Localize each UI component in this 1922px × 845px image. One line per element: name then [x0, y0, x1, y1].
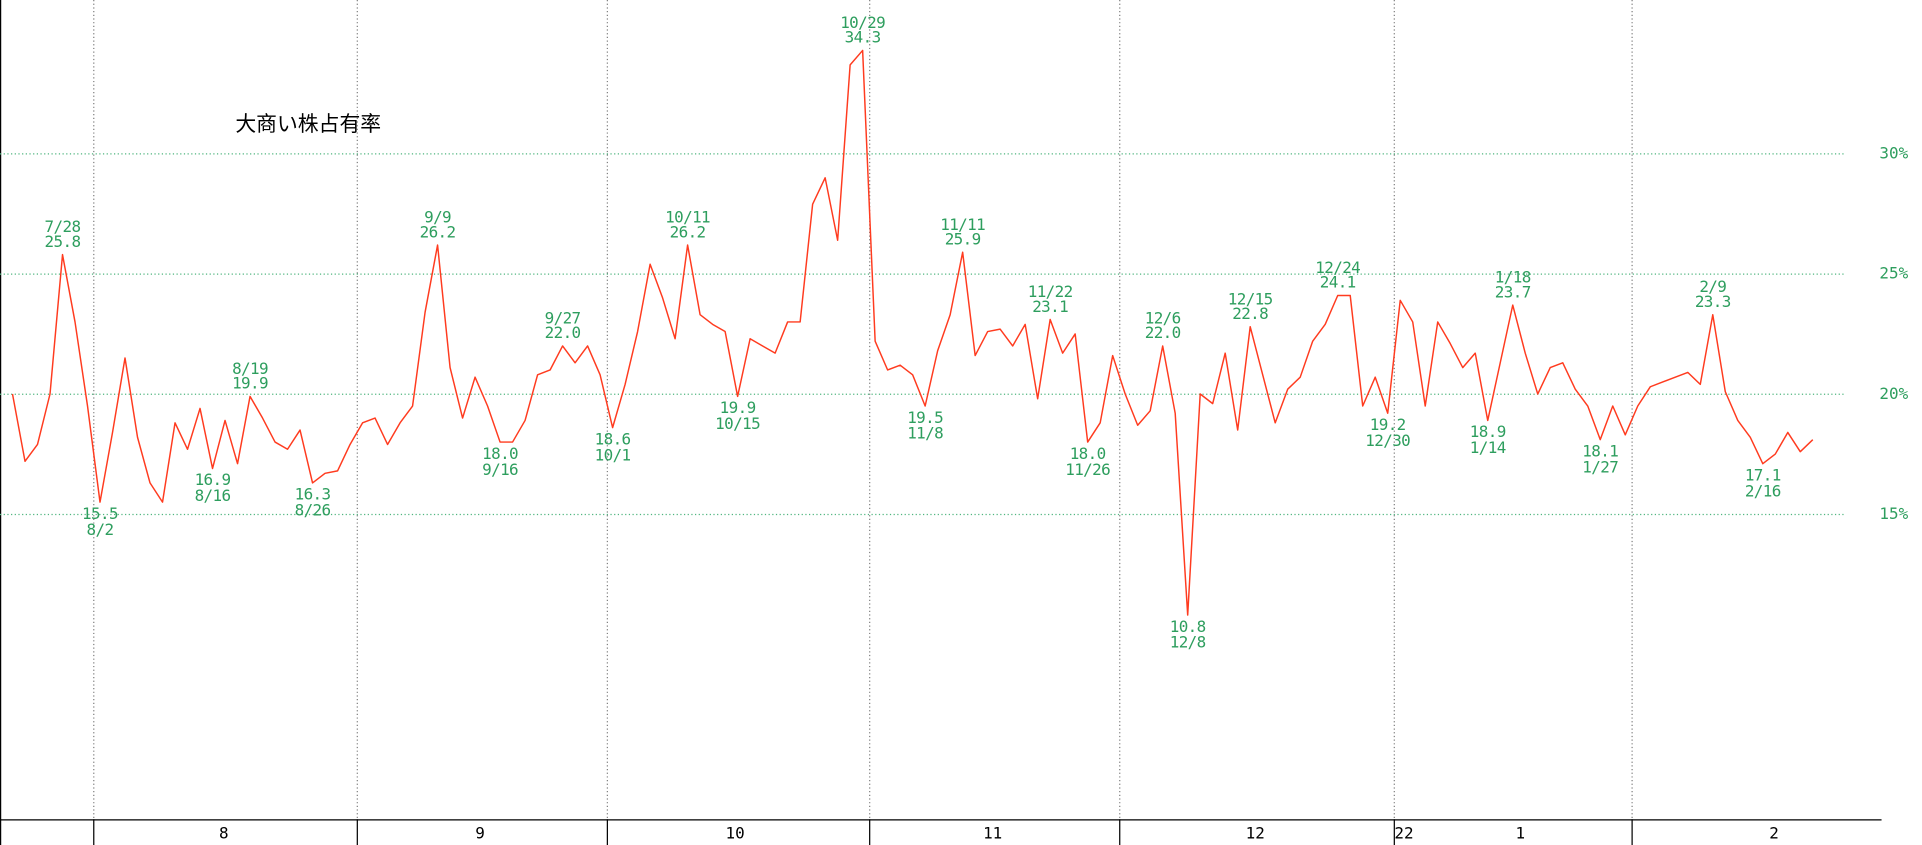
annotation-value: 18.6	[595, 429, 631, 448]
annotation-date: 1/27	[1582, 457, 1618, 476]
annotation-value: 17.1	[1745, 465, 1781, 484]
annotation-date: 1/18	[1495, 268, 1531, 287]
annotation-value: 16.9	[195, 470, 231, 489]
annotation-value: 10.8	[1170, 617, 1206, 636]
annotation-value: 19.5	[907, 408, 943, 427]
annotation-date: 11/11	[940, 215, 985, 234]
y-tick-label: 30%	[1879, 143, 1908, 162]
annotation-date: 10/15	[715, 414, 760, 433]
y-tick-label: 15%	[1879, 504, 1908, 523]
annotation-date: 12/8	[1170, 633, 1206, 652]
annotation-value: 19.2	[1370, 415, 1406, 434]
line	[11, 49, 1814, 616]
annotation-value: 25.9	[945, 229, 981, 248]
annotation-value: 22.0	[1145, 323, 1181, 342]
annotation-value: 22.8	[1232, 304, 1268, 323]
annotation-value: 24.1	[1320, 273, 1356, 292]
annotation-date: 11/22	[1028, 282, 1073, 301]
annotation-date: 8/26	[295, 501, 331, 520]
annotation-date: 1/14	[1470, 438, 1506, 457]
annotation-value: 18.0	[1070, 444, 1106, 463]
annotation-date: 2/9	[1699, 277, 1726, 296]
annotation-value: 26.2	[670, 222, 706, 241]
annotation-value: 23.1	[1032, 297, 1068, 316]
annotation-value: 19.9	[232, 374, 268, 393]
x-tick-label: 22	[1394, 823, 1413, 842]
annotation-value: 18.1	[1582, 441, 1618, 460]
x-tick-label: 11	[983, 823, 1002, 842]
annotation-value: 18.9	[1470, 422, 1506, 441]
annotation-value: 23.7	[1495, 282, 1531, 301]
annotation-value: 16.3	[295, 485, 331, 504]
annotation-date: 9/27	[545, 308, 581, 327]
annotation-date: 12/24	[1315, 258, 1360, 277]
annotation-date: 11/26	[1065, 460, 1110, 479]
annotation-date: 9/9	[424, 208, 451, 227]
x-tick-label: 2	[1769, 823, 1779, 842]
annotation-date: 11/8	[907, 424, 943, 443]
annotation-value: 18.0	[482, 444, 518, 463]
annotation-value: 26.2	[420, 222, 456, 241]
annotation-date: 2/16	[1745, 481, 1781, 500]
annotation-value: 23.3	[1695, 292, 1731, 311]
annotation-date: 12/30	[1365, 431, 1410, 450]
annotation-date: 10/1	[595, 445, 631, 464]
annotation-value: 34.3	[845, 28, 881, 47]
y-tick-label: 20%	[1879, 384, 1908, 403]
annotation-date: 7/28	[45, 217, 81, 236]
annotation-date: 9/16	[482, 460, 518, 479]
annotation-value: 15.5	[82, 504, 118, 523]
annotation-date: 12/15	[1228, 289, 1273, 308]
annotation-value: 22.0	[545, 323, 581, 342]
x-tick-label: 9	[475, 823, 485, 842]
annotation-date: 10/11	[665, 208, 710, 227]
x-tick-label: 10	[726, 823, 745, 842]
chart-title: 大商い株占有率	[235, 112, 381, 136]
annotation-value: 19.9	[720, 398, 756, 417]
annotation-value: 25.8	[45, 232, 81, 251]
annotation-date: 8/16	[195, 486, 231, 505]
annotation-date: 8/19	[232, 359, 268, 378]
y-tick-label: 25%	[1879, 264, 1908, 283]
x-tick-label: 8	[219, 823, 229, 842]
annotation-date: 12/6	[1145, 308, 1181, 327]
annotation-date: 8/2	[87, 520, 114, 539]
x-tick-label: 1	[1515, 823, 1525, 842]
annotation-date: 10/29	[840, 13, 885, 32]
x-tick-label: 12	[1246, 823, 1265, 842]
